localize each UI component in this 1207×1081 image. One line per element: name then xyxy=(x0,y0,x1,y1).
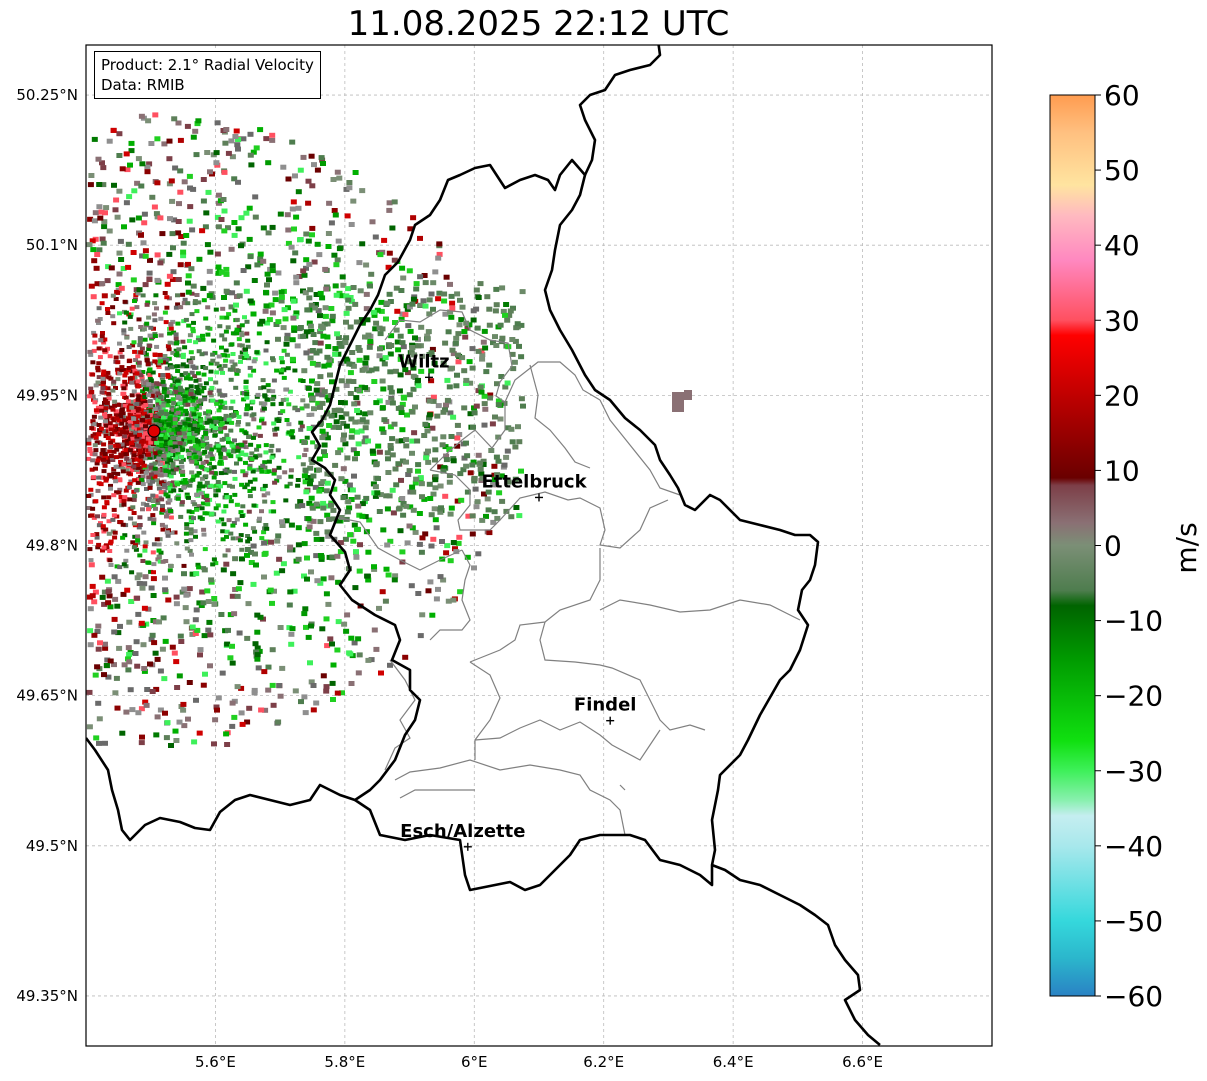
colorbar-tick-label: −60 xyxy=(1104,980,1163,1013)
city-ettelbruck: Ettelbruck xyxy=(481,471,588,502)
colorbar-tick-label: −40 xyxy=(1104,830,1163,863)
lat-tick-label: 49.35°N xyxy=(16,987,78,1005)
lon-tick-label: 6°E xyxy=(461,1053,488,1071)
canton-borders xyxy=(339,309,801,836)
city-label: Findel xyxy=(574,695,637,716)
city-label: Wiltz xyxy=(398,351,449,372)
lon-tick-label: 5.8°E xyxy=(324,1053,365,1071)
city-esch-alzette: Esch/Alzette xyxy=(400,821,525,851)
city-wiltz: Wiltz xyxy=(398,351,450,382)
lat-tick-label: 50.1°N xyxy=(26,236,78,254)
city-markers: Wiltz Ettelbruck Findel Esch/Alzette xyxy=(398,351,637,851)
city-label: Esch/Alzette xyxy=(400,821,525,842)
colorbar-tick-label: 60 xyxy=(1104,79,1140,112)
lon-tick-label: 6.4°E xyxy=(713,1053,754,1071)
plot-frame xyxy=(85,44,993,1047)
product-label: Product: 2.1° Radial Velocity xyxy=(101,56,314,74)
lon-tick-label: 6.6°E xyxy=(842,1053,883,1071)
colorbar-unit: m/s xyxy=(1170,522,1203,573)
colorbar-tick-label: 50 xyxy=(1104,154,1140,187)
colorbar-tick-label: −10 xyxy=(1104,605,1163,638)
colorbar: 60 50 40 30 20 10 0 −10 −20 −30 −40 −50 −60 m/s xyxy=(1049,79,1203,1013)
colorbar-tick-label: 40 xyxy=(1104,229,1140,262)
data-source-label: Data: RMIB xyxy=(101,76,185,94)
lat-tick-label: 49.5°N xyxy=(26,837,78,855)
colorbar-tick-label: 10 xyxy=(1104,454,1140,487)
colorbar-tick-label: −50 xyxy=(1104,905,1163,938)
lon-axis: 5.6°E 5.8°E 6°E 6.2°E 6.4°E 6.6°E xyxy=(195,1053,883,1071)
colorbar-tick-label: 30 xyxy=(1104,304,1140,337)
product-info-box: Product: 2.1° Radial Velocity Data: RMIB xyxy=(94,51,321,99)
city-findel: Findel xyxy=(574,695,637,725)
radar-echoes xyxy=(86,112,692,748)
city-label: Ettelbruck xyxy=(481,471,587,492)
lat-tick-label: 49.65°N xyxy=(16,687,78,705)
map-title: 11.08.2025 22:12 UTC xyxy=(347,4,730,44)
lat-tick-label: 50.25°N xyxy=(16,86,78,104)
country-borders xyxy=(86,45,881,1046)
colorbar-tick-label: −20 xyxy=(1104,680,1163,713)
lat-axis: 50.25°N 50.1°N 49.95°N 49.8°N 49.65°N 49.5°N 4… xyxy=(16,86,78,1005)
colorbar-scale xyxy=(1049,94,1096,997)
lon-tick-label: 6.2°E xyxy=(583,1053,624,1071)
colorbar-tick-label: 0 xyxy=(1104,530,1122,563)
lon-tick-label: 5.6°E xyxy=(195,1053,236,1071)
lat-tick-label: 49.8°N xyxy=(26,537,78,555)
radar-site-marker xyxy=(147,424,161,438)
colorbar-tick-label: 20 xyxy=(1104,379,1140,412)
lat-tick-label: 49.95°N xyxy=(16,386,78,404)
colorbar-tick-label: −30 xyxy=(1104,755,1163,788)
